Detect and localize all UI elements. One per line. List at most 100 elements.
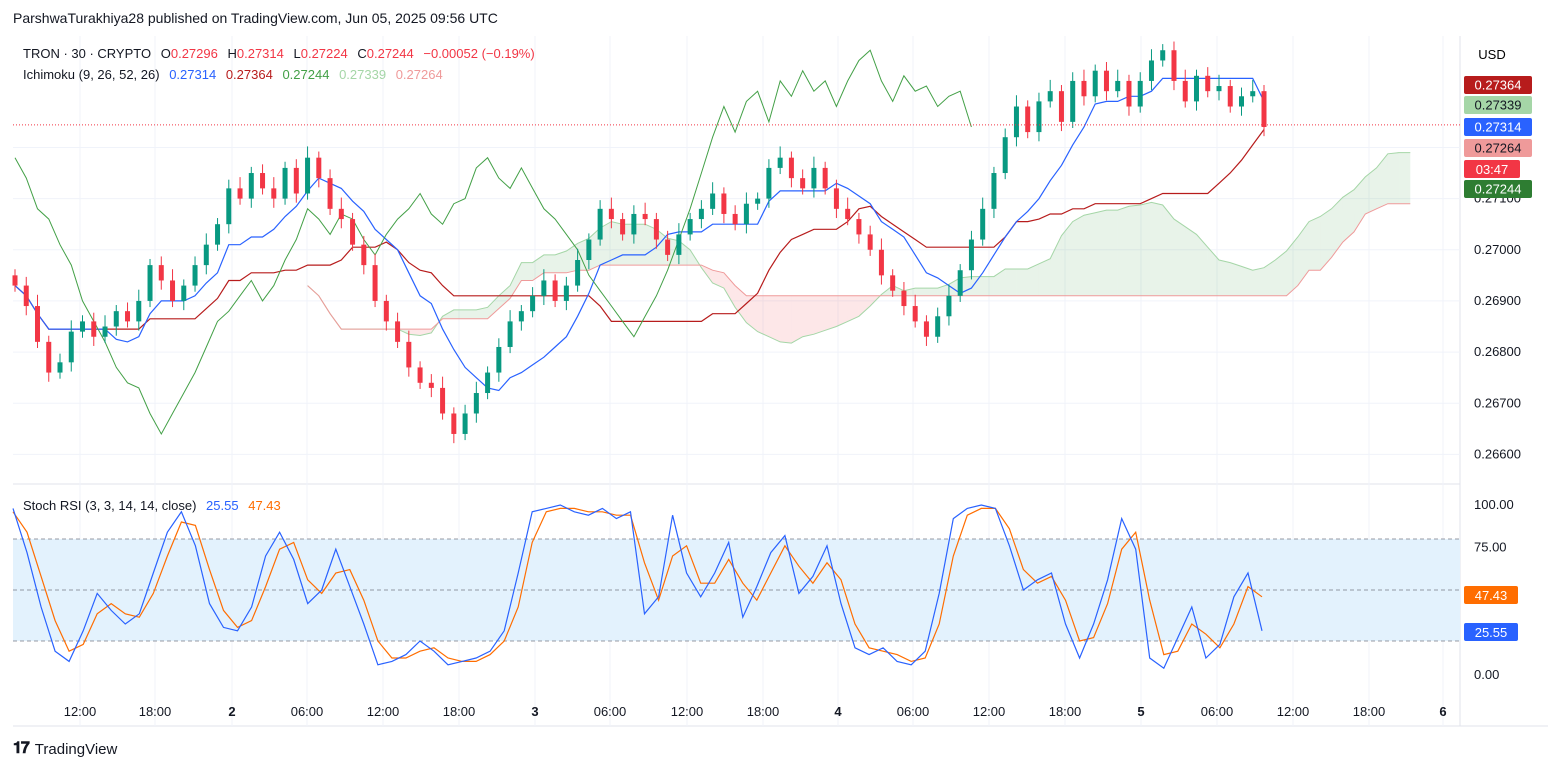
- candle-body: [91, 321, 97, 337]
- time-axis[interactable]: 12:00 18:00 2 06:00 12:00 18:00 3 06:00 12:00 18:…: [64, 704, 1447, 719]
- price-label-text: 0.27339: [1475, 98, 1522, 113]
- ichimoku-lines: [14, 49, 1411, 436]
- price-label-box: [1464, 118, 1532, 136]
- cloud-segment: [1320, 208, 1332, 271]
- countdown-box: [1464, 160, 1520, 178]
- time-tick-label: 06:00: [1201, 704, 1234, 719]
- candle-body: [361, 244, 367, 266]
- candle-body: [68, 331, 74, 363]
- price-label-box: [1464, 180, 1532, 198]
- candle-body: [1002, 137, 1008, 174]
- senkou-span-b-line: [307, 203, 1411, 330]
- time-tick-label: 06:00: [594, 704, 627, 719]
- cloud-segment: [420, 329, 432, 336]
- candle-body: [327, 178, 333, 209]
- price-tick-label: 0.26600: [1474, 446, 1521, 461]
- candle-body: [282, 167, 288, 199]
- candle-body: [170, 280, 176, 301]
- time-tick-label: 06:00: [291, 704, 324, 719]
- cloud-segment: [453, 309, 466, 319]
- stoch-axis[interactable]: 100.00 75.00 0.00 47.43 25.55: [1464, 497, 1518, 682]
- candle-body: [980, 208, 986, 240]
- candle-body: [158, 265, 164, 281]
- price-tick-label: 0.26800: [1474, 344, 1521, 359]
- currency-label[interactable]: USD: [1478, 47, 1505, 62]
- cloud-segment: [1140, 202, 1152, 296]
- senkou-span-a-line: [307, 152, 1411, 344]
- tradingview-branding[interactable]: 𝟏𝟕 TradingView: [13, 740, 117, 758]
- cloud-segment: [645, 224, 657, 266]
- candle-body: [653, 219, 659, 240]
- candle-body: [215, 224, 221, 245]
- candle-body: [507, 321, 513, 347]
- cloud-segment: [1331, 197, 1343, 258]
- cloud-segment: [1230, 262, 1242, 296]
- cloud-segment: [1342, 189, 1355, 243]
- cloud-segment: [1072, 215, 1084, 296]
- cloud-segment: [1061, 221, 1073, 296]
- cloud-segment: [1106, 210, 1118, 296]
- price-label-text: 0.27364: [1475, 78, 1522, 93]
- candle-body: [1193, 75, 1199, 102]
- cloud-segment: [1264, 260, 1276, 296]
- stoch-tick-label: 100.00: [1474, 497, 1514, 512]
- candle-body: [991, 173, 997, 209]
- cloud-segment: [1309, 216, 1321, 271]
- cloud-segment: [1128, 205, 1141, 296]
- cloud-segment: [600, 221, 612, 266]
- stoch-d-label-box: [1464, 586, 1518, 604]
- candle-body: [35, 306, 41, 342]
- time-tick-label: 5: [1137, 704, 1144, 719]
- cloud-segment: [847, 295, 859, 322]
- candle-body: [473, 393, 479, 414]
- cloud-segment: [1162, 205, 1174, 296]
- candle-body: [890, 275, 896, 291]
- candle-body: [1250, 91, 1256, 97]
- candle-body: [136, 300, 142, 322]
- cloud-segment: [960, 276, 972, 296]
- cloud-segment: [1297, 221, 1310, 286]
- candle-body: [597, 208, 603, 240]
- candle-body: [620, 219, 626, 235]
- price-label-text: 0.27314: [1475, 120, 1522, 135]
- candle-body: [541, 280, 547, 296]
- candle-body: [1036, 101, 1042, 133]
- time-tick-label: 18:00: [139, 704, 172, 719]
- cloud-segment: [1117, 206, 1129, 296]
- candle-body: [856, 219, 862, 235]
- candle-body: [721, 193, 727, 214]
- stoch-tick-label: 0.00: [1474, 667, 1499, 682]
- cloud-segment: [836, 295, 848, 327]
- price-label-text: 0.27264: [1475, 141, 1522, 156]
- candle-body: [935, 316, 941, 337]
- cloud-segment: [667, 238, 679, 266]
- cloud-segment: [993, 268, 1006, 296]
- candle-body: [800, 178, 806, 189]
- publisher-header: ParshwaTurakhiya28 published on TradingV…: [13, 10, 498, 26]
- cloud-segment: [678, 240, 691, 266]
- candle-body: [226, 188, 232, 225]
- cloud-segment: [1038, 258, 1051, 296]
- time-tick-label: 18:00: [747, 704, 780, 719]
- price-tick-label: 0.27000: [1474, 242, 1521, 257]
- time-tick-label: 12:00: [64, 704, 97, 719]
- cloud-segment: [712, 270, 724, 289]
- stoch-d-label-text: 47.43: [1475, 588, 1508, 603]
- candle-body: [248, 173, 254, 199]
- candle-body: [1047, 91, 1053, 102]
- cloud-segment: [1218, 260, 1231, 296]
- cloud-segment: [1016, 268, 1028, 296]
- candle-body: [833, 188, 839, 209]
- candle-body: [867, 234, 873, 250]
- countdown-text: 03:47: [1476, 162, 1509, 177]
- candle-body: [338, 208, 344, 220]
- candle-body: [192, 265, 198, 286]
- cloud-segment: [442, 309, 454, 319]
- candle-body: [575, 260, 581, 286]
- cloud-segment: [1252, 267, 1264, 296]
- tradingview-wordmark: TradingView: [34, 740, 118, 758]
- time-tick-label: 18:00: [1353, 704, 1386, 719]
- cloud-segment: [780, 295, 792, 344]
- cloud-segment: [892, 285, 904, 296]
